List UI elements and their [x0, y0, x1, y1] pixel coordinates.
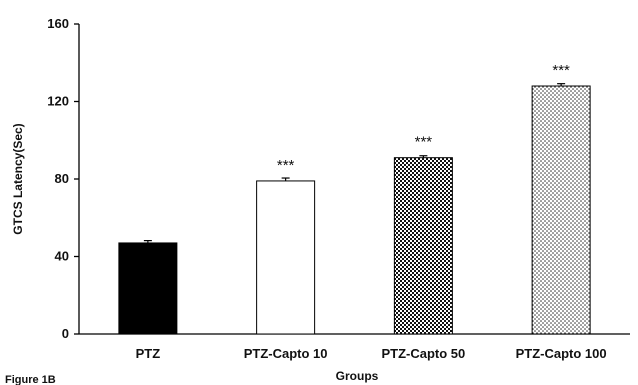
figure-caption: Figure 1B: [5, 374, 56, 385]
significance-label: ***: [277, 157, 295, 174]
x-tick-label: PTZ-Capto 50: [381, 346, 465, 361]
bar-ptz-capto-10: [256, 180, 316, 335]
x-tick-labels: PTZ PTZ-Capto 10 PTZ-Capto 50 PTZ-Capto 100: [136, 346, 607, 361]
y-tick-label: 40: [55, 249, 69, 264]
y-tick-label: 160: [47, 16, 69, 31]
bars: *** *** ***: [118, 62, 591, 335]
x-tick-label: PTZ-Capto 10: [244, 346, 328, 361]
bar-ptz-capto-100: [531, 85, 591, 335]
y-tick-label: 120: [47, 94, 69, 109]
x-tick-label: PTZ-Capto 100: [516, 346, 607, 361]
significance-label: ***: [552, 62, 570, 79]
y-tick-label: 0: [62, 326, 69, 341]
y-axis-title: GTCS Latency(Sec): [11, 123, 25, 234]
y-ticks: 0 40 80 120 160: [47, 16, 79, 341]
y-tick-label: 80: [55, 171, 69, 186]
bar-ptz-capto-50: [393, 157, 453, 335]
significance-label: ***: [415, 134, 433, 151]
x-axis-title: Groups: [336, 369, 379, 383]
bar-ptz: [118, 242, 178, 335]
x-tick-label: PTZ: [136, 346, 161, 361]
